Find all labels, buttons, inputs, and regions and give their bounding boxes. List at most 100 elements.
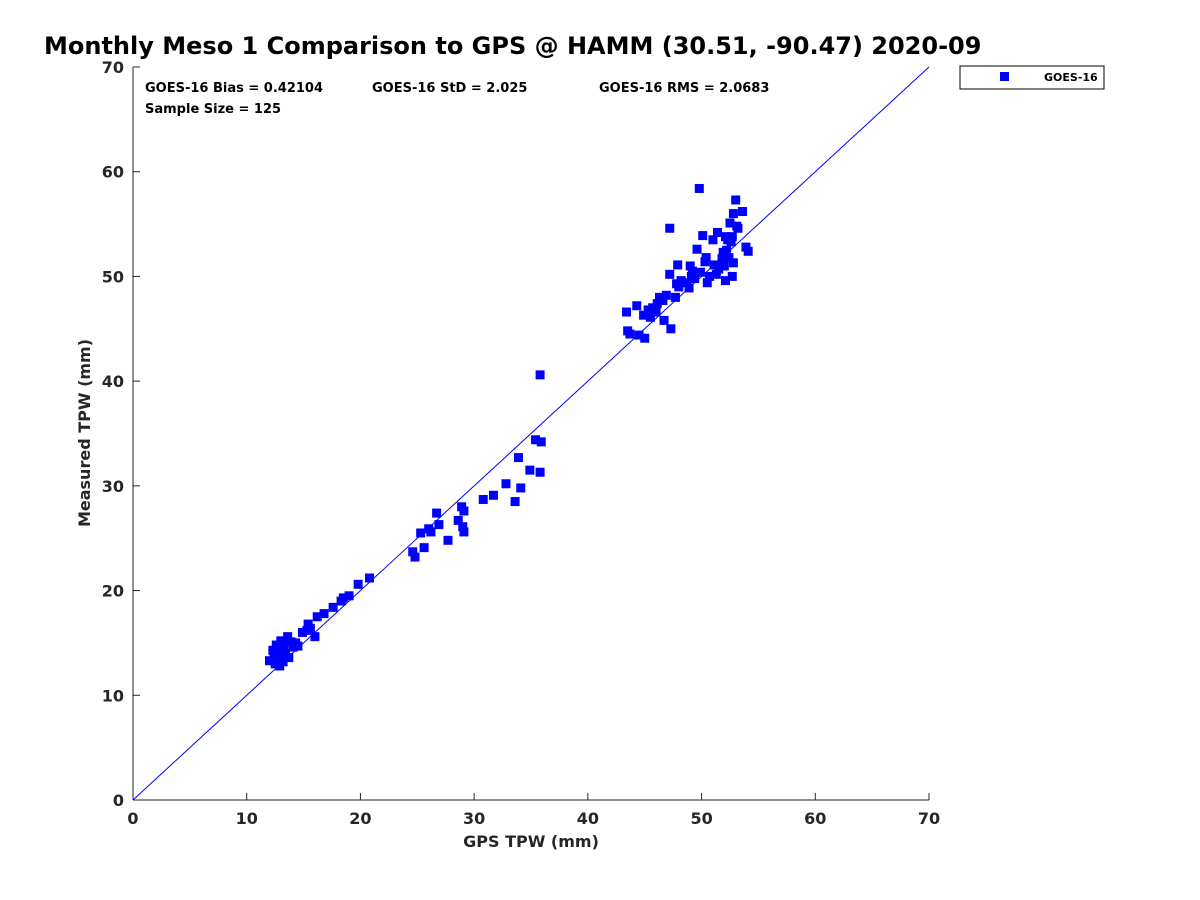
data-point	[510, 497, 520, 507]
data-point	[727, 232, 737, 242]
data-point	[728, 258, 738, 268]
data-point	[478, 494, 488, 504]
data-point	[724, 253, 734, 263]
data-point	[687, 266, 697, 276]
data-point	[684, 283, 694, 293]
data-point	[278, 657, 288, 667]
data-point	[286, 637, 296, 647]
data-point	[432, 508, 442, 518]
data-point	[297, 627, 307, 637]
data-point	[272, 654, 282, 664]
y-tick-label: 40	[102, 372, 124, 391]
data-point	[434, 520, 444, 530]
data-point	[312, 612, 322, 622]
data-point	[658, 296, 668, 306]
bias-stat: GOES-16 Bias = 0.42104	[145, 81, 323, 96]
data-point	[674, 282, 684, 292]
data-point	[634, 330, 644, 340]
data-point	[264, 656, 274, 666]
data-point	[659, 315, 669, 325]
legend-label-goes-16: GOES-16	[1044, 71, 1098, 84]
data-point	[410, 552, 420, 562]
data-point	[665, 269, 675, 279]
data-point	[622, 307, 632, 317]
data-point	[640, 333, 650, 343]
data-point	[685, 261, 695, 271]
data-point	[531, 435, 541, 445]
data-point	[535, 370, 545, 380]
data-point	[270, 659, 280, 669]
data-point	[283, 632, 293, 642]
x-tick-label: 50	[690, 809, 712, 828]
data-point	[711, 269, 721, 279]
legend: GOES-16	[959, 65, 1105, 90]
data-point	[338, 593, 348, 603]
data-point	[673, 260, 683, 270]
data-point	[715, 261, 725, 271]
data-point	[305, 623, 315, 633]
y-tick-label: 70	[102, 58, 124, 77]
data-point	[271, 640, 281, 650]
data-point	[651, 307, 661, 317]
data-point	[353, 579, 363, 589]
x-tick-label: 70	[918, 809, 940, 828]
data-point	[708, 235, 718, 245]
rms-stat: GOES-16 RMS = 2.0683	[599, 81, 769, 96]
data-points	[264, 183, 753, 671]
axes	[132, 67, 929, 801]
data-point	[666, 324, 676, 334]
data-point	[488, 490, 498, 500]
data-point	[328, 602, 338, 612]
legend-marker-goes-16	[1000, 72, 1009, 81]
x-tick-label: 30	[463, 809, 485, 828]
data-point	[690, 274, 700, 284]
chart-title: Monthly Meso 1 Comparison to GPS @ HAMM …	[44, 32, 981, 60]
data-point	[717, 254, 727, 264]
data-point	[705, 271, 715, 281]
data-point	[365, 573, 375, 583]
data-point	[733, 223, 743, 233]
data-point	[694, 183, 704, 193]
data-point	[727, 271, 737, 281]
data-point	[731, 195, 741, 205]
data-point	[709, 260, 719, 270]
data-point	[645, 312, 655, 322]
data-point	[698, 231, 708, 241]
data-point	[652, 299, 662, 309]
x-tick-label: 60	[804, 809, 826, 828]
data-point	[516, 483, 526, 493]
y-axis-label: Measured TPW (mm)	[75, 339, 94, 527]
data-point	[453, 515, 463, 525]
y-tick-label: 0	[113, 791, 124, 810]
data-point	[416, 528, 426, 538]
data-point	[726, 237, 736, 247]
y-tick-label: 20	[102, 582, 124, 601]
data-point	[738, 207, 748, 217]
x-axis-ticks: 0 10 20 30 40 50 60 70	[127, 793, 940, 828]
data-point	[284, 653, 294, 663]
data-point	[719, 261, 729, 271]
data-point	[513, 453, 523, 463]
data-point	[661, 290, 671, 300]
data-point	[535, 467, 545, 477]
data-point	[639, 310, 649, 320]
data-point	[676, 276, 686, 286]
data-point	[268, 645, 278, 655]
data-point	[670, 292, 680, 302]
x-tick-label: 10	[236, 809, 258, 828]
data-point	[279, 640, 289, 650]
data-point	[293, 641, 303, 651]
data-point	[728, 209, 738, 219]
data-point	[632, 301, 642, 311]
data-point	[701, 253, 711, 263]
x-tick-label: 40	[577, 809, 599, 828]
data-point	[525, 465, 535, 475]
data-point	[443, 535, 453, 545]
legend-box	[959, 65, 1105, 90]
data-point	[722, 245, 732, 255]
data-point	[501, 479, 511, 489]
x-tick-label: 20	[349, 809, 371, 828]
data-point	[408, 547, 418, 557]
